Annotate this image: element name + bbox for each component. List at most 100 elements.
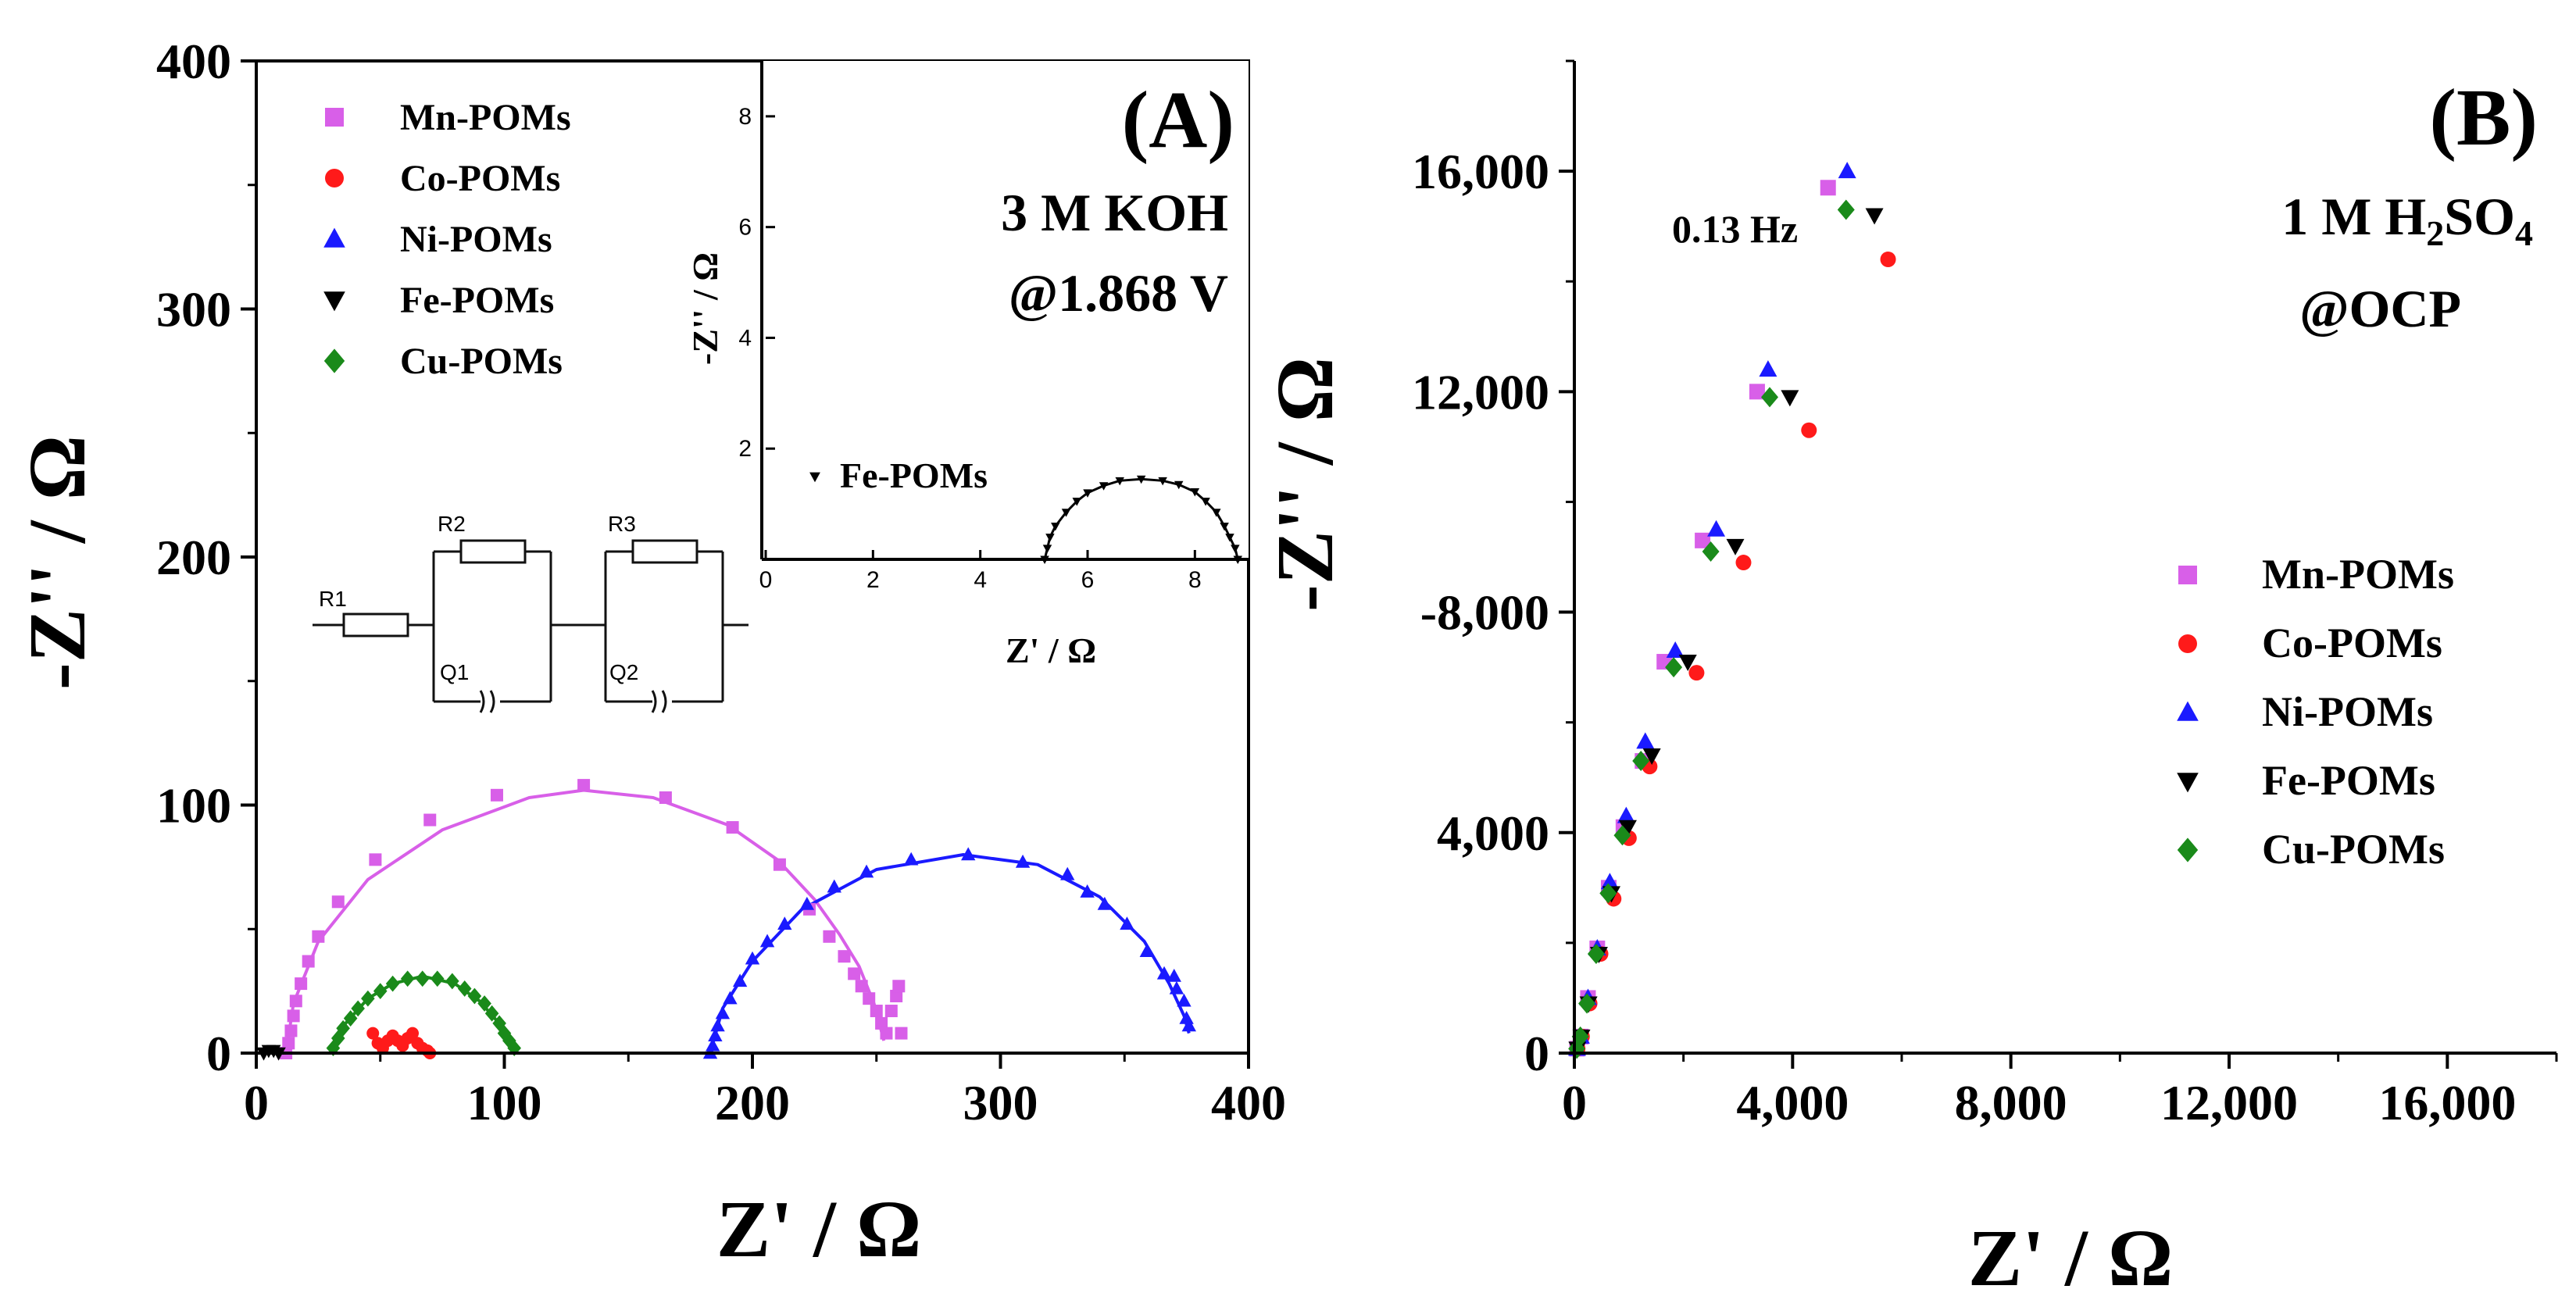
data-point-ni-poms [1139, 944, 1155, 958]
circuit-label-q2: Q2 [609, 660, 638, 684]
data-point-ni-poms [1617, 806, 1635, 823]
fit-line-mn-poms [284, 788, 886, 1054]
data-point-cu-poms [1571, 1026, 1589, 1047]
data-point-mn-poms [577, 779, 591, 792]
data-point-ni-poms [1015, 854, 1031, 868]
panel-b-label: (B) [2429, 73, 2538, 162]
panel-b-x-tick-label: 0 [1562, 1075, 1587, 1130]
panel-a-x-tick-label: 100 [467, 1075, 542, 1130]
data-point-ni-poms [1156, 966, 1172, 980]
data-point-ni-poms [723, 991, 738, 1005]
legend-label-cu-poms: Cu-POMs [2262, 826, 2445, 873]
data-point-ni-poms [859, 864, 874, 878]
data-point-ni-poms [799, 896, 815, 910]
panel-b-ticks: 0 4,000 8,000 12,000 16,000 0 4,000 -8,000 12,00… [1412, 59, 2558, 1130]
data-point-cu-poms [1587, 944, 1605, 964]
panel-b-x-tick-label: 8,000 [1955, 1075, 2067, 1130]
panel-a-x-tick-label: 400 [1211, 1075, 1286, 1130]
panel-b-condition-ocp: @OCP [2299, 279, 2461, 338]
panel-b-y-tick-label: 4,000 [1437, 805, 1549, 861]
data-point-cu-poms [385, 975, 400, 992]
data-point-ni-poms [1097, 896, 1113, 910]
data-point-mn-poms [726, 821, 739, 834]
data-point-mn-poms [884, 1005, 898, 1018]
data-point-cu-poms [1578, 993, 1596, 1014]
data-point-cu-poms [467, 987, 482, 1005]
data-point-mn-poms [295, 977, 308, 991]
data-point-cu-poms [326, 1040, 341, 1057]
data-point-cu-poms [1761, 387, 1779, 408]
data-point-cu-poms [351, 1000, 365, 1017]
data-point-mn-poms [875, 1016, 888, 1030]
panel-a-y-tick-label: 200 [156, 530, 231, 585]
data-point-ni-poms [1167, 968, 1181, 982]
data-point-mn-poms [848, 967, 861, 980]
data-point-cu-poms [1632, 751, 1650, 772]
inset-data-point [1099, 482, 1109, 491]
panel-a-x-tick-label: 200 [715, 1075, 790, 1130]
inset-data-point [1233, 555, 1243, 564]
data-point-ni-poms [1838, 162, 1856, 179]
data-point-cu-poms [336, 1020, 350, 1037]
data-point-mn-poms [312, 930, 325, 943]
data-point-mn-poms [490, 788, 503, 802]
data-point-fe-poms [1781, 390, 1799, 407]
circuit-label-r2: R2 [438, 512, 466, 536]
data-point-fe-poms [1865, 208, 1884, 225]
panel-a-inset: 0 2 4 6 8 2 4 6 8 Z' / Ω -Z'' / Ω Fe-POMs [685, 61, 1249, 670]
data-point-mn-poms [870, 1005, 883, 1018]
data-point-ni-poms [1120, 916, 1134, 930]
panel-a-legend: Mn-POMs Co-POMs Ni-POMs Fe-POMs Cu-POMs [323, 97, 571, 382]
panel-a-condition-potential: @1.868 V [1009, 263, 1228, 323]
data-point-ni-poms [710, 1018, 725, 1032]
panel-b-x-tick-label: 4,000 [1736, 1075, 1849, 1130]
data-point-cu-poms [492, 1015, 506, 1032]
data-point-mn-poms [880, 1027, 893, 1040]
panel-a-x-tick-label: 0 [244, 1075, 269, 1130]
panel-b-y-tick-label: 12,000 [1412, 364, 1549, 420]
legend-marker-cu-poms [323, 348, 345, 373]
inset-legend-label: Fe-POMs [840, 455, 988, 495]
panel-b-legend: Mn-POMs Co-POMs Ni-POMs Fe-POMs Cu-POMs [2177, 551, 2454, 873]
data-point-mn-poms [1749, 384, 1765, 400]
panel-a-data-points [256, 779, 1196, 1061]
legend-label-co-poms: Co-POMs [2262, 620, 2442, 666]
condition-part: 1 M H [2281, 187, 2426, 246]
data-point-fe-poms [1642, 748, 1661, 765]
inset-data-point [1231, 545, 1240, 553]
data-point-fe-poms [1678, 655, 1697, 672]
data-point-ni-poms [1181, 1018, 1196, 1032]
panel-a-x-tick-label: 300 [963, 1075, 1038, 1130]
data-point-cu-poms [1665, 657, 1683, 678]
data-point-cu-poms [457, 980, 472, 997]
data-point-mn-poms [284, 1024, 298, 1037]
data-point-ni-poms [904, 852, 919, 866]
data-point-mn-poms [423, 813, 437, 827]
data-point-ni-poms [732, 973, 748, 987]
inset-data-point [1040, 555, 1049, 564]
circuit-label-r3: R3 [608, 512, 636, 536]
inset-x-tick-label: 0 [759, 567, 773, 593]
data-point-mn-poms [895, 1027, 908, 1040]
legend-marker-mn-poms [2178, 566, 2197, 584]
inset-x-axis-label: Z' / Ω [1006, 630, 1096, 670]
data-point-mn-poms [823, 930, 836, 943]
data-point-mn-poms [773, 858, 786, 871]
panel-b: 0 4,000 8,000 12,000 16,000 0 4,000 -8,000 12,00… [1260, 59, 2558, 1303]
data-point-ni-poms [759, 934, 775, 948]
data-point-co-poms [1688, 665, 1705, 681]
legend-label-co-poms: Co-POMs [400, 158, 560, 199]
data-point-mn-poms [331, 895, 345, 909]
legend-label-ni-poms: Ni-POMs [400, 219, 552, 260]
inset-x-tick-label: 4 [974, 567, 987, 593]
legend-label-fe-poms: Fe-POMs [400, 280, 554, 321]
data-point-mn-poms [890, 989, 903, 1002]
panel-b-y-tick-label: 16,000 [1412, 144, 1549, 199]
data-point-mn-poms [892, 980, 906, 993]
data-point-mn-poms [863, 992, 876, 1005]
legend-marker-co-poms [325, 169, 344, 187]
data-point-cu-poms [361, 990, 375, 1007]
data-point-co-poms [1880, 252, 1896, 267]
panel-a-y-axis-label: -Z'' / Ω [13, 435, 102, 690]
condition-part-so: SO [2444, 187, 2515, 246]
